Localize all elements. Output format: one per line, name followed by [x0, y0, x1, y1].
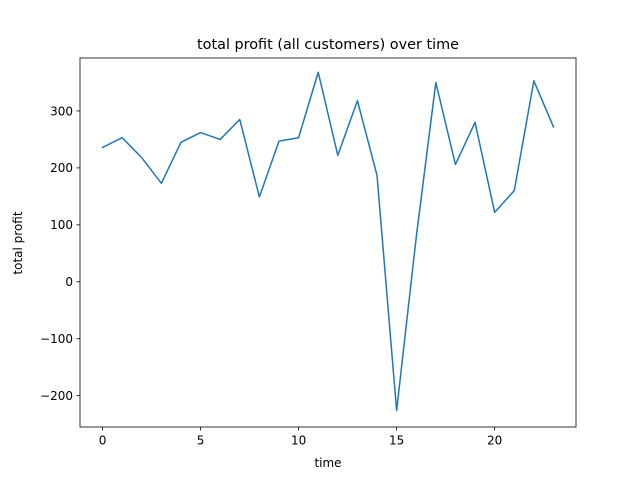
y-tick-label: 200	[50, 161, 73, 175]
series-line-0	[101, 71, 555, 412]
y-tick-label: −200	[40, 389, 73, 403]
chart-title: total profit (all customers) over time	[197, 37, 459, 53]
x-tick-label: 0	[99, 434, 107, 448]
axes-frame	[79, 57, 577, 428]
x-tick-label: 15	[389, 434, 404, 448]
plot-area: 0 5 10 15 20 −200 −100 0 100 200 300	[40, 57, 577, 448]
y-tick-label: 0	[65, 275, 73, 289]
x-tick-label: 5	[197, 434, 205, 448]
x-axis-title: time	[314, 456, 341, 470]
x-tick-label: 20	[487, 434, 502, 448]
y-tick-label: 300	[50, 104, 73, 118]
y-tick-label: 100	[50, 218, 73, 232]
y-axis-title: total profit	[11, 211, 25, 274]
x-tick-label: 10	[291, 434, 306, 448]
y-tick-label: −100	[40, 332, 73, 346]
